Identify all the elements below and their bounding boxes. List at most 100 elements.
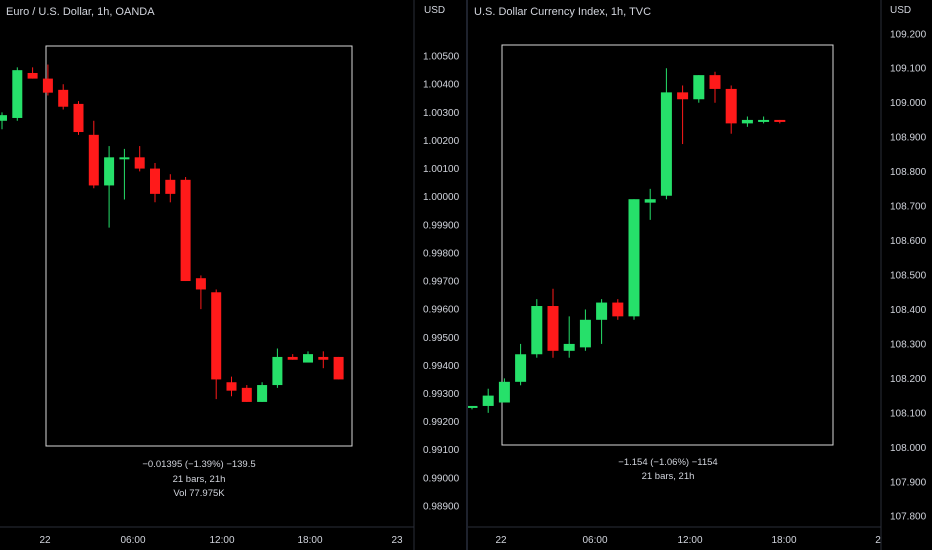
y-tick-label: 108.900 bbox=[890, 133, 927, 144]
y-tick-label: 1.00500 bbox=[423, 52, 460, 63]
candle-body bbox=[58, 89, 69, 107]
candle-body bbox=[287, 356, 298, 360]
y-tick-label: 108.100 bbox=[890, 408, 927, 419]
y-tick-label: 108.400 bbox=[890, 305, 927, 316]
candle-body bbox=[693, 75, 705, 100]
x-tick-label: 06:00 bbox=[120, 535, 145, 546]
dxy-currency-label: USD bbox=[890, 5, 912, 16]
candle-body bbox=[257, 385, 268, 402]
y-tick-label: 1.00100 bbox=[423, 164, 460, 175]
candle-body bbox=[612, 302, 624, 317]
eurusd-volume-stat: Vol 77.975K bbox=[173, 488, 225, 499]
measure-box bbox=[45, 45, 353, 447]
candle-body bbox=[12, 70, 23, 118]
y-tick-label: 108.600 bbox=[890, 236, 927, 247]
x-tick-label: 2 bbox=[875, 535, 881, 546]
dxy-chart[interactable]: 109.200 109.100 109.000 108.900 108.800 108.7… bbox=[468, 0, 932, 550]
candle-body bbox=[468, 405, 478, 408]
y-tick-label: 1.00000 bbox=[423, 192, 460, 203]
pane-separator[interactable] bbox=[466, 0, 468, 550]
candle-body bbox=[42, 78, 53, 93]
candle-body bbox=[547, 306, 559, 351]
y-tick-label: 108.800 bbox=[890, 167, 927, 178]
candle-body bbox=[498, 381, 510, 403]
eurusd-title: Euro / U.S. Dollar, 1h, OANDA bbox=[6, 6, 155, 18]
candle-body bbox=[88, 134, 99, 186]
y-tick-label: 0.99200 bbox=[423, 417, 460, 428]
candle-body bbox=[644, 199, 656, 203]
y-tick-label: 1.00300 bbox=[423, 108, 460, 119]
candle-body bbox=[134, 157, 145, 169]
x-tick-label: 06:00 bbox=[582, 535, 607, 546]
y-tick-label: 108.000 bbox=[890, 443, 927, 454]
y-tick-label: 0.99900 bbox=[423, 220, 460, 231]
candle-body bbox=[774, 119, 786, 122]
y-tick-label: 0.99500 bbox=[423, 333, 460, 344]
candle-body bbox=[482, 395, 494, 406]
y-tick-label: 0.99700 bbox=[423, 277, 460, 288]
candle-body bbox=[272, 356, 283, 386]
candle-body bbox=[195, 278, 206, 290]
x-tick-label: 18:00 bbox=[771, 535, 796, 546]
candle-body bbox=[303, 354, 313, 363]
y-tick-label: 107.900 bbox=[890, 477, 927, 488]
y-tick-label: 0.99100 bbox=[423, 445, 460, 456]
candle-body bbox=[741, 119, 753, 124]
candle-body bbox=[73, 103, 84, 133]
candle-body bbox=[531, 306, 543, 355]
candle-body bbox=[660, 92, 672, 196]
y-tick-label: 109.200 bbox=[890, 29, 927, 40]
candle-body bbox=[579, 319, 591, 348]
candle-body bbox=[211, 292, 222, 380]
candle-body bbox=[226, 382, 237, 391]
candle-body bbox=[165, 179, 176, 194]
candle-body bbox=[27, 72, 38, 79]
eurusd-pane: 1.00500 1.00400 1.00300 1.00200 1.00100 1.000… bbox=[0, 0, 466, 550]
candle-body bbox=[596, 302, 608, 320]
y-tick-label: 0.99800 bbox=[423, 248, 460, 259]
y-tick-label: 0.99000 bbox=[423, 473, 460, 484]
y-tick-label: 0.99400 bbox=[423, 361, 460, 372]
x-tick-label: 23 bbox=[391, 535, 403, 546]
candle-body bbox=[758, 119, 770, 122]
x-tick-label: 18:00 bbox=[297, 535, 322, 546]
y-tick-label: 108.200 bbox=[890, 374, 927, 385]
y-tick-label: 0.99300 bbox=[423, 389, 460, 400]
candle-body bbox=[119, 157, 130, 160]
measure-box bbox=[501, 44, 834, 446]
x-tick-label: 12:00 bbox=[209, 535, 234, 546]
candle-body bbox=[677, 92, 689, 100]
eurusd-chart[interactable]: 1.00500 1.00400 1.00300 1.00200 1.00100 1.000… bbox=[0, 0, 466, 550]
candle-body bbox=[725, 88, 737, 124]
y-tick-label: 108.700 bbox=[890, 202, 927, 213]
candle-body bbox=[628, 199, 640, 317]
y-tick-label: 0.99600 bbox=[423, 305, 460, 316]
y-tick-label: 0.98900 bbox=[423, 501, 460, 512]
x-tick-label: 22 bbox=[495, 535, 507, 546]
y-tick-label: 1.00400 bbox=[423, 80, 460, 91]
eurusd-change-stat: −0.01395 (−1.39%) −139.5 bbox=[142, 459, 256, 470]
y-tick-label: 108.500 bbox=[890, 271, 927, 282]
candle-body bbox=[563, 343, 575, 351]
y-tick-label: 1.00200 bbox=[423, 136, 460, 147]
eurusd-currency-label: USD bbox=[424, 5, 446, 16]
candle-body bbox=[318, 356, 329, 360]
dxy-pane: 109.200 109.100 109.000 108.900 108.800 108.7… bbox=[468, 0, 932, 550]
candle-body bbox=[515, 354, 527, 382]
y-tick-label: 109.000 bbox=[890, 98, 927, 109]
y-tick-label: 108.300 bbox=[890, 339, 927, 350]
candle-body bbox=[104, 157, 115, 186]
candle-body bbox=[709, 75, 721, 89]
candle-body bbox=[180, 179, 191, 282]
x-tick-label: 22 bbox=[39, 535, 51, 546]
dxy-change-stat: −1.154 (−1.06%) −1154 bbox=[618, 457, 718, 468]
eurusd-bars-stat: 21 bars, 21h bbox=[172, 474, 226, 485]
candle-body bbox=[150, 168, 160, 194]
dxy-bars-stat: 21 bars, 21h bbox=[641, 471, 695, 482]
candle-body bbox=[333, 356, 344, 380]
y-tick-label: 109.100 bbox=[890, 64, 927, 75]
candle-body bbox=[241, 387, 252, 402]
x-tick-label: 12:00 bbox=[677, 535, 702, 546]
candle-body bbox=[0, 115, 7, 121]
y-tick-label: 107.800 bbox=[890, 512, 927, 523]
